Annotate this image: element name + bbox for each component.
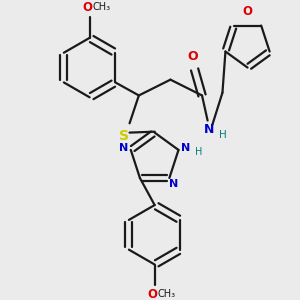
Text: H: H	[219, 130, 226, 140]
Text: S: S	[119, 129, 129, 143]
Text: CH₃: CH₃	[93, 2, 111, 12]
Text: N: N	[181, 142, 190, 153]
Text: O: O	[148, 288, 158, 300]
Text: N: N	[169, 179, 178, 189]
Text: O: O	[83, 1, 93, 14]
Text: O: O	[188, 50, 198, 63]
Text: CH₃: CH₃	[158, 289, 176, 299]
Text: N: N	[119, 142, 128, 153]
Text: N: N	[204, 123, 214, 136]
Text: H: H	[195, 147, 203, 157]
Text: O: O	[242, 5, 253, 18]
